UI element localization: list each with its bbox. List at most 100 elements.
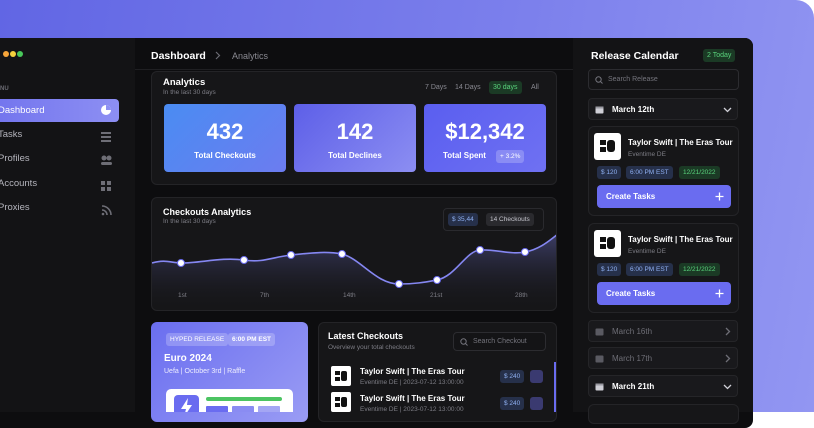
- range-tab[interactable]: 14 Days: [455, 84, 481, 91]
- date-row[interactable]: March 21th: [588, 375, 738, 397]
- calendar-title: Release Calendar: [591, 50, 679, 62]
- menu-item[interactable]: Accounts: [0, 178, 38, 189]
- breadcrumb-page[interactable]: Analytics: [232, 51, 269, 61]
- event-time: 6:00 PM EST: [626, 263, 673, 276]
- release-search[interactable]: Search Release: [588, 69, 739, 90]
- stat-label: Total Spent: [443, 151, 486, 160]
- stat-value: 432: [206, 119, 244, 144]
- date-row[interactable]: March 12th: [588, 98, 738, 120]
- stat-card: 142 Total Declines: [294, 104, 416, 172]
- search-placeholder: Search Release: [608, 76, 658, 83]
- stat-value: $12,342: [445, 119, 525, 144]
- calendar-icon: [595, 106, 604, 114]
- window-dot: [10, 51, 16, 57]
- row-action[interactable]: [530, 370, 543, 383]
- menu-item[interactable]: Dashboard: [0, 105, 45, 116]
- chevron-down: [723, 384, 732, 390]
- calendar-icon: [595, 383, 604, 391]
- x-label: 21st: [430, 292, 443, 299]
- chevron-right: [725, 327, 731, 336]
- sidebar: NU Dashboard Tasks Profiles Accounts Pro…: [0, 38, 135, 412]
- plus-icon: [715, 192, 724, 201]
- row-price: $ 240: [500, 370, 525, 383]
- x-label: 7th: [260, 292, 270, 299]
- hyped-time: 6:00 PM EST: [228, 333, 276, 346]
- card-title: Analytics: [163, 77, 206, 88]
- breadcrumb-separator: [215, 51, 221, 60]
- calendar-icon: [595, 328, 604, 336]
- date-label: March 12th: [612, 105, 655, 114]
- hyped-badge: HYPED RELEASE: [166, 333, 229, 346]
- stat-card: 432 Total Checkouts: [164, 104, 286, 172]
- create-tasks-button[interactable]: Create Tasks: [597, 282, 731, 305]
- menu-item[interactable]: Profiles: [0, 153, 30, 164]
- menu-label: NU: [0, 86, 9, 92]
- active-item-bg: [0, 99, 119, 122]
- header-divider: [135, 69, 573, 70]
- search-icon: [460, 338, 468, 346]
- event-date: 12/21/2022: [679, 263, 720, 276]
- stat-value: 142: [336, 119, 374, 144]
- chevron-down: [723, 107, 732, 113]
- trend-chart: [152, 234, 556, 310]
- x-label: 14th: [343, 292, 356, 299]
- search-placeholder: Search Checkout: [473, 338, 527, 345]
- button-label: Create Tasks: [606, 289, 656, 298]
- plus-icon: [715, 289, 724, 298]
- event-venue: Eventime DE: [628, 248, 666, 255]
- range-tab-active[interactable]: 30 days: [489, 81, 522, 94]
- range-tab[interactable]: All: [531, 84, 539, 91]
- event-card: [588, 404, 739, 424]
- row-price: $ 240: [500, 397, 525, 410]
- scrollbar: [554, 362, 556, 412]
- event-logo: [594, 230, 621, 257]
- date-row[interactable]: March 17th: [588, 347, 738, 369]
- hyped-details: Uefa | October 3rd | Raffle: [164, 368, 246, 375]
- checkouts-analytics-card: [151, 197, 557, 311]
- event-title: Taylor Swift | The Eras Tour: [628, 235, 733, 244]
- menu-item[interactable]: Proxies: [0, 202, 30, 213]
- summary-badge: 14 Checkouts: [486, 213, 534, 226]
- event-venue: Eventime DE: [628, 151, 666, 158]
- x-label: 1st: [178, 292, 187, 299]
- hyped-preview: [166, 389, 293, 412]
- date-label: March 17th: [612, 354, 653, 363]
- row-title: Taylor Swift | The Eras Tour: [360, 394, 465, 403]
- breadcrumb-current[interactable]: Dashboard: [151, 50, 206, 62]
- event-title: Taylor Swift | The Eras Tour: [628, 138, 733, 147]
- create-tasks-button[interactable]: Create Tasks: [597, 185, 731, 208]
- x-label: 28th: [515, 292, 528, 299]
- trend-area: [152, 235, 556, 310]
- event-price: $ 120: [597, 263, 622, 276]
- stat-label: Total Checkouts: [194, 151, 256, 160]
- window-dot: [3, 51, 9, 57]
- stat-label: Total Declines: [328, 151, 382, 160]
- window-dot: [17, 51, 23, 57]
- event-time: 6:00 PM EST: [626, 166, 673, 179]
- event-logo: [594, 133, 621, 160]
- summary-badge: $ 35,44: [448, 213, 478, 226]
- date-row[interactable]: March 16th: [588, 320, 738, 342]
- hyped-title: Euro 2024: [164, 353, 212, 364]
- checkout-search[interactable]: Search Checkout: [453, 332, 546, 351]
- today-badge: 2 Today: [703, 49, 736, 62]
- summary-box: [443, 208, 544, 231]
- stat-change: + 3.2%: [496, 150, 525, 163]
- event-price: $ 120: [597, 166, 622, 179]
- range-tab[interactable]: 7 Days: [425, 84, 447, 91]
- calendar-icon: [595, 355, 604, 363]
- event-date: 12/21/2022: [679, 166, 720, 179]
- chevron-right: [725, 354, 731, 363]
- search-icon: [595, 76, 603, 84]
- row-action[interactable]: [530, 397, 543, 410]
- date-label: March 16th: [612, 327, 653, 336]
- row-logos: [331, 366, 351, 412]
- menu-item[interactable]: Tasks: [0, 129, 23, 140]
- menu-icons: [101, 105, 112, 216]
- date-label: March 21th: [612, 382, 655, 391]
- row-meta: Eventime DE | 2023-07-12 13:00:00: [360, 379, 464, 386]
- row-meta: Eventime DE | 2023-07-12 13:00:00: [360, 406, 464, 413]
- row-title: Taylor Swift | The Eras Tour: [360, 367, 465, 376]
- card-title: Checkouts Analytics: [163, 207, 252, 217]
